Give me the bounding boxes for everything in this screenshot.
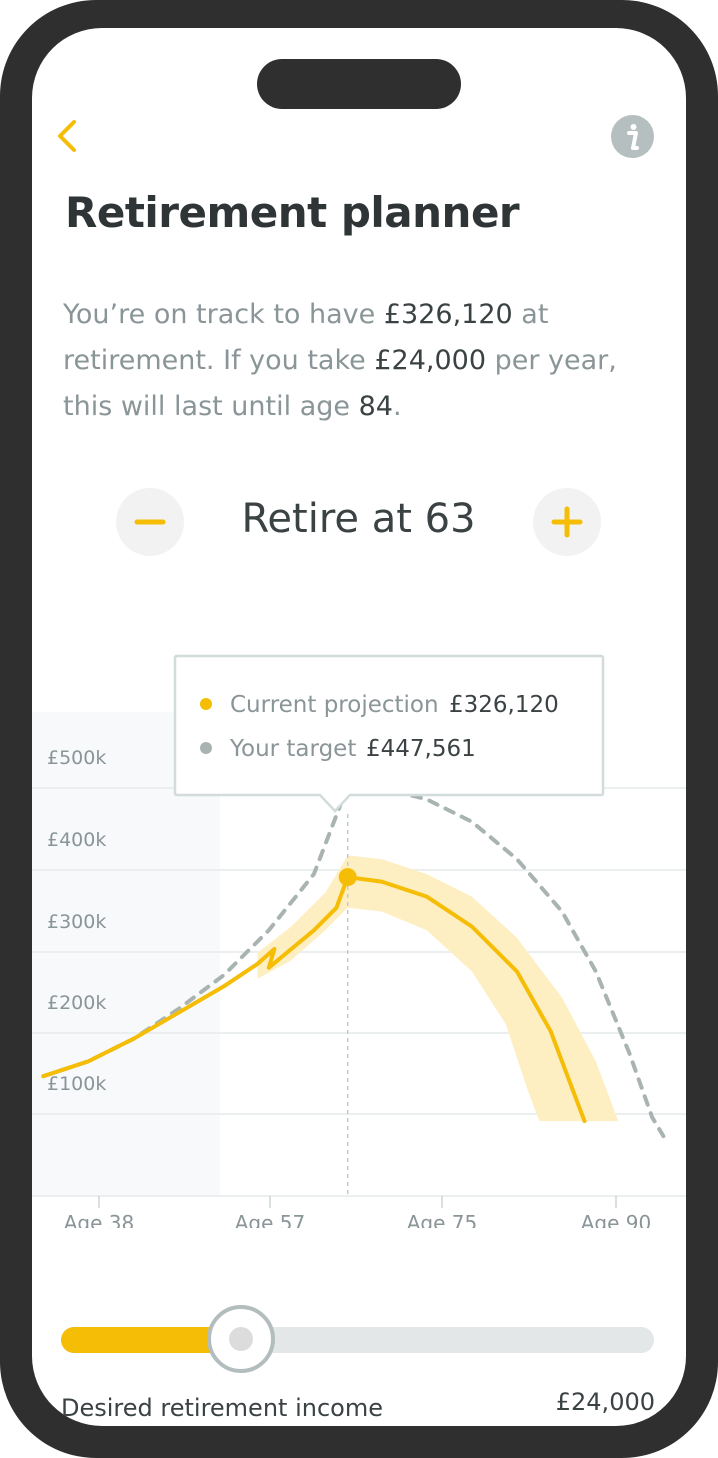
minus-icon: [134, 519, 166, 525]
y-tick-label: £100k: [47, 1073, 106, 1095]
last-until-age: 84: [358, 391, 393, 422]
info-button[interactable]: [611, 115, 654, 158]
tooltip-target-label: Your target: [229, 736, 356, 762]
x-tick-label: Age 57: [235, 1211, 306, 1228]
target-legend-dot: [200, 742, 212, 754]
y-tick-label: £200k: [47, 992, 106, 1014]
tooltip-projection-value: £326,120: [449, 692, 559, 718]
page-title: Retirement planner: [65, 188, 520, 237]
dynamic-island: [257, 59, 461, 109]
summary-text-part: per year, this will last until age: [63, 345, 617, 422]
y-tick-label: £500k: [47, 747, 106, 769]
tooltip-box: [173, 654, 605, 813]
income-slider-thumb[interactable]: [207, 1305, 275, 1373]
x-tick-label: Age 38: [64, 1211, 135, 1228]
chart-tooltip: Current projection £326,120 Your target …: [173, 654, 605, 813]
projection-series-line: [41, 875, 587, 1124]
chevron-left-icon: [58, 120, 76, 152]
app-screen: Retirement planner You’re on track to ha…: [32, 28, 686, 1426]
retire-age-label: Retire at 63: [241, 496, 476, 542]
y-tick-label: £300k: [47, 911, 106, 933]
plus-icon: [551, 506, 583, 538]
annual-income: £24,000: [374, 345, 486, 376]
decrease-age-button[interactable]: [116, 488, 184, 556]
summary-text-part: at retirement. If you take: [63, 299, 549, 376]
info-icon: [627, 124, 639, 150]
tooltip-target-value: £447,561: [366, 736, 476, 762]
increase-age-button[interactable]: [533, 488, 601, 556]
x-tick-label: Age 90: [581, 1211, 652, 1228]
desired-income-value: £24,000: [555, 1388, 655, 1416]
projected-amount: £326,120: [383, 299, 513, 330]
tooltip-projection-label: Current projection: [230, 692, 439, 718]
desired-income-label: Desired retirement income: [61, 1394, 383, 1422]
back-button[interactable]: [50, 116, 86, 156]
summary-text-part: You’re on track to have: [63, 299, 384, 330]
projection-legend-dot: [200, 698, 212, 710]
summary-text: You’re on track to have £326,120 at reti…: [63, 292, 663, 430]
y-tick-label: £400k: [47, 829, 106, 851]
projection-point[interactable]: [338, 868, 357, 887]
x-tick-label: Age 75: [407, 1211, 478, 1228]
projection-chart: £500k £400k £300k £200k £100k Age 38 Age 57 Ag…: [32, 654, 686, 1228]
income-slider-track[interactable]: [61, 1327, 654, 1353]
slider-thumb-dot: [229, 1327, 253, 1351]
projection-range-band: [257, 855, 619, 1122]
summary-text-part: .: [392, 391, 402, 422]
